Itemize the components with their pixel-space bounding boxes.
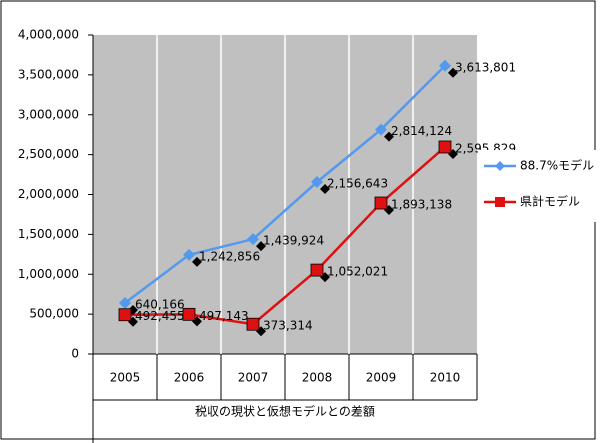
data-label: 373,314 — [263, 319, 313, 333]
y-tick-label: 4,000,000 — [18, 28, 79, 42]
point — [182, 307, 196, 321]
point — [246, 317, 260, 331]
point — [310, 263, 324, 277]
data-label: 640,166 — [135, 297, 185, 311]
y-tick-label: 2,500,000 — [18, 147, 79, 161]
legend-label: 県計モデル — [520, 194, 580, 209]
y-tick-label: 1,500,000 — [18, 227, 79, 241]
data-label: 2,814,124 — [391, 124, 452, 138]
point — [183, 248, 195, 261]
point — [311, 176, 323, 189]
legend-marker — [495, 197, 505, 207]
label-shadow — [256, 241, 266, 252]
y-tick-label: 3,500,000 — [18, 67, 79, 81]
y-tick-label: 3,000,000 — [18, 107, 79, 121]
x-tick-label: 2006 — [174, 371, 205, 385]
x-tick-label: 2009 — [366, 371, 397, 385]
data-label: 3,613,801 — [455, 60, 516, 74]
legend-marker — [495, 161, 505, 171]
legend-label: 88.7%モデル — [520, 158, 594, 173]
x-tick-label: 2007 — [238, 371, 269, 385]
x-tick-label: 2005 — [110, 371, 141, 385]
point — [438, 140, 452, 154]
point — [118, 308, 132, 322]
data-label: 1,052,021 — [327, 265, 388, 279]
data-label: 1,439,924 — [263, 234, 324, 248]
x-tick-label: 2010 — [430, 371, 461, 385]
data-label: 1,242,856 — [199, 249, 260, 263]
point — [119, 296, 131, 309]
data-label: 2,156,643 — [327, 177, 388, 191]
label-shadow — [384, 131, 394, 142]
point — [247, 233, 259, 246]
line — [124, 146, 446, 326]
label-shadow — [448, 67, 458, 78]
data-label: 1,893,138 — [391, 198, 452, 212]
y-tick-label: 1,000,000 — [18, 267, 79, 281]
data-label: 492,455 — [135, 309, 185, 323]
label-shadow — [320, 184, 330, 195]
point — [375, 123, 387, 136]
x-axis-title: 税収の現状と仮想モデルとの差額 — [195, 404, 375, 419]
line — [124, 64, 446, 304]
data-label: 497,143 — [199, 309, 249, 323]
y-tick-label: 0 — [71, 347, 79, 361]
y-tick-label: 2,000,000 — [18, 187, 79, 201]
point — [439, 59, 451, 72]
y-tick-label: 500,000 — [29, 307, 79, 321]
x-tick-label: 2008 — [302, 371, 333, 385]
point — [374, 196, 388, 210]
label-shadow — [192, 256, 202, 267]
legend — [478, 150, 596, 222]
